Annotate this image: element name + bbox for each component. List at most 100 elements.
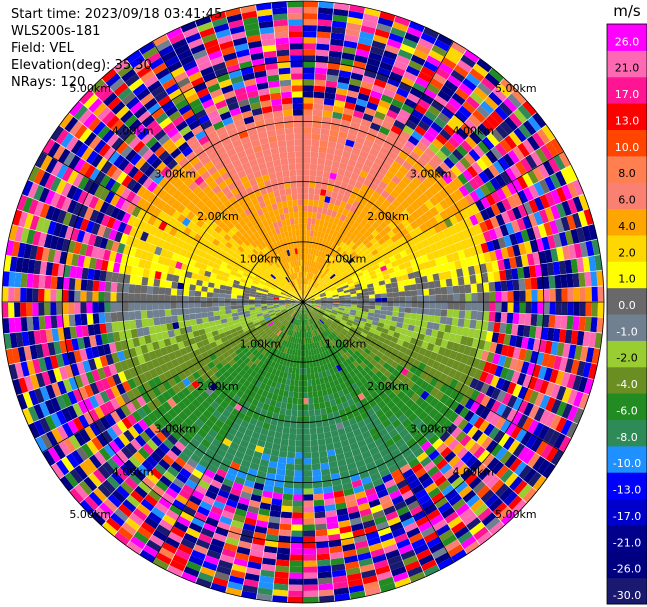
velocity-gate bbox=[351, 115, 363, 125]
velocity-gate bbox=[464, 540, 480, 555]
velocity-gate bbox=[444, 102, 458, 115]
velocity-gate bbox=[439, 199, 450, 210]
velocity-gate bbox=[370, 259, 378, 267]
velocity-gate bbox=[303, 67, 315, 74]
velocity-gate bbox=[289, 560, 303, 567]
velocity-gate bbox=[311, 289, 317, 295]
velocity-gate bbox=[446, 341, 455, 351]
velocity-gate bbox=[487, 321, 495, 332]
velocity-gate bbox=[568, 344, 577, 359]
velocity-gate bbox=[399, 463, 412, 474]
velocity-gate bbox=[457, 318, 465, 328]
velocity-gate bbox=[509, 256, 517, 269]
velocity-gate bbox=[472, 63, 489, 78]
velocity-gate bbox=[330, 361, 336, 368]
velocity-gate bbox=[318, 152, 327, 160]
velocity-gate bbox=[545, 396, 556, 412]
velocity-gate bbox=[576, 330, 585, 346]
velocity-gate bbox=[474, 187, 486, 200]
velocity-gate bbox=[393, 297, 400, 302]
velocity-gate bbox=[539, 194, 551, 209]
velocity-gate bbox=[475, 199, 486, 212]
velocity-gate bbox=[32, 274, 40, 289]
velocity-gate bbox=[196, 318, 203, 325]
velocity-gate bbox=[129, 320, 137, 330]
velocity-gate bbox=[337, 309, 345, 313]
velocity-gate bbox=[429, 514, 444, 526]
velocity-gate bbox=[432, 250, 441, 259]
velocity-gate bbox=[362, 75, 376, 85]
velocity-gate bbox=[539, 179, 551, 194]
velocity-gate bbox=[322, 389, 328, 397]
velocity-gate bbox=[330, 354, 337, 361]
velocity-gate bbox=[347, 505, 360, 514]
velocity-gate bbox=[435, 133, 448, 146]
velocity-gate bbox=[159, 316, 167, 325]
velocity-gate bbox=[363, 298, 370, 302]
velocity-gate bbox=[522, 416, 534, 431]
velocity-gate bbox=[561, 302, 568, 316]
velocity-gate bbox=[418, 248, 427, 257]
velocity-gate bbox=[491, 260, 500, 272]
velocity-gate bbox=[411, 296, 418, 302]
velocity-gate bbox=[391, 175, 402, 185]
velocity-gate bbox=[535, 440, 548, 456]
velocity-gate bbox=[317, 565, 332, 573]
velocity-gate bbox=[352, 428, 362, 437]
velocity-gate bbox=[347, 248, 354, 256]
velocity-gate bbox=[330, 312, 337, 317]
velocity-gate bbox=[26, 288, 33, 302]
velocity-gate bbox=[362, 269, 369, 275]
velocity-gate bbox=[338, 332, 346, 339]
velocity-gate bbox=[376, 489, 389, 499]
velocity-gate bbox=[390, 320, 398, 327]
velocity-gate bbox=[327, 355, 334, 363]
velocity-gate bbox=[525, 154, 538, 170]
velocity-gate bbox=[316, 31, 331, 39]
velocity-gate bbox=[317, 353, 322, 361]
velocity-gate bbox=[542, 160, 555, 176]
velocity-gate bbox=[426, 321, 434, 330]
velocity-gate bbox=[334, 225, 342, 233]
velocity-gate bbox=[556, 401, 568, 417]
velocity-gate bbox=[315, 182, 322, 189]
velocity-gate bbox=[317, 13, 333, 21]
velocity-gate bbox=[468, 114, 482, 128]
velocity-gate bbox=[392, 265, 401, 272]
velocity-gate bbox=[355, 136, 366, 145]
velocity-gate bbox=[356, 372, 364, 380]
velocity-gate bbox=[362, 358, 371, 366]
velocity-gate bbox=[140, 310, 148, 319]
velocity-gate bbox=[326, 319, 333, 325]
velocity-gate bbox=[350, 72, 364, 81]
velocity-gate bbox=[327, 280, 334, 286]
velocity-gate bbox=[312, 323, 317, 330]
velocity-gate bbox=[560, 419, 573, 436]
velocity-gate bbox=[370, 237, 378, 245]
velocity-gate bbox=[341, 243, 349, 251]
velocity-gate bbox=[342, 270, 349, 276]
velocity-gate bbox=[443, 467, 457, 480]
velocity-gate bbox=[385, 262, 393, 270]
velocity-gate bbox=[356, 546, 370, 556]
velocity-gate bbox=[360, 81, 374, 90]
velocity-gate bbox=[299, 374, 303, 381]
velocity-gate bbox=[442, 263, 451, 272]
velocity-gate bbox=[325, 382, 331, 390]
velocity-gate bbox=[191, 324, 199, 332]
velocity-gate bbox=[443, 408, 454, 420]
velocity-gate bbox=[547, 354, 557, 369]
velocity-gate bbox=[468, 178, 480, 191]
velocity-gate bbox=[464, 398, 475, 410]
velocity-gate bbox=[294, 458, 303, 465]
velocity-gate bbox=[110, 282, 118, 293]
velocity-gate bbox=[471, 302, 478, 311]
velocity-gate bbox=[526, 362, 536, 376]
velocity-gate bbox=[572, 273, 580, 288]
velocity-gate bbox=[378, 428, 389, 438]
velocity-gate bbox=[391, 336, 399, 344]
velocity-gate bbox=[326, 295, 333, 299]
velocity-gate bbox=[374, 293, 382, 299]
velocity-gate bbox=[418, 472, 431, 484]
velocity-gate bbox=[331, 339, 338, 346]
